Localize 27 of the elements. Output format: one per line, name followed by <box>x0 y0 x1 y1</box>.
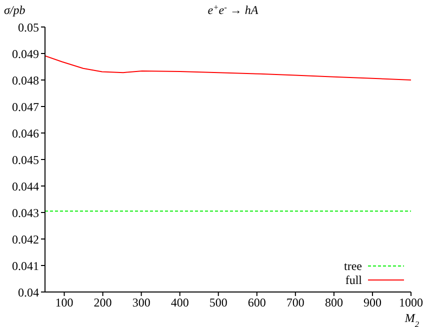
y-tick-label: 0.048 <box>12 73 39 88</box>
x-tick-label: 400 <box>170 296 189 310</box>
y-tick-label: 0.047 <box>12 100 39 114</box>
y-tick-label: 0.045 <box>12 152 39 167</box>
x-axis-title: M$_{2}$ <box>404 311 420 327</box>
x-tick-label: 1000 <box>399 296 423 310</box>
x-tick-label: 800 <box>324 296 343 310</box>
x-tick-label: 500 <box>209 296 228 310</box>
x-tick-label: 200 <box>94 296 112 310</box>
y-tick-label: 0.041 <box>12 258 39 273</box>
y-tick-label: 0.04 <box>18 285 39 300</box>
legend-label: full <box>345 273 362 287</box>
x-tick-label: 700 <box>286 296 304 310</box>
y-tick-label: 0.044 <box>12 179 39 194</box>
y-tick-label: 0.049 <box>12 46 39 61</box>
line-series <box>45 55 411 80</box>
chart-title: e$^{+}$e$^{-}$ → hA <box>208 2 259 17</box>
legend-label: tree <box>344 259 362 273</box>
x-tick-label: 100 <box>55 296 74 310</box>
x-tick-label: 300 <box>132 296 150 310</box>
x-tick-label: 600 <box>248 296 266 310</box>
y-tick-label: 0.043 <box>12 206 39 220</box>
y-tick-label: 0.046 <box>12 126 39 140</box>
y-tick-label: 0.05 <box>18 20 39 34</box>
x-tick-label: 900 <box>363 296 382 310</box>
y-tick-label: 0.042 <box>12 232 39 246</box>
y-axis-title: σ/pb <box>4 3 26 17</box>
